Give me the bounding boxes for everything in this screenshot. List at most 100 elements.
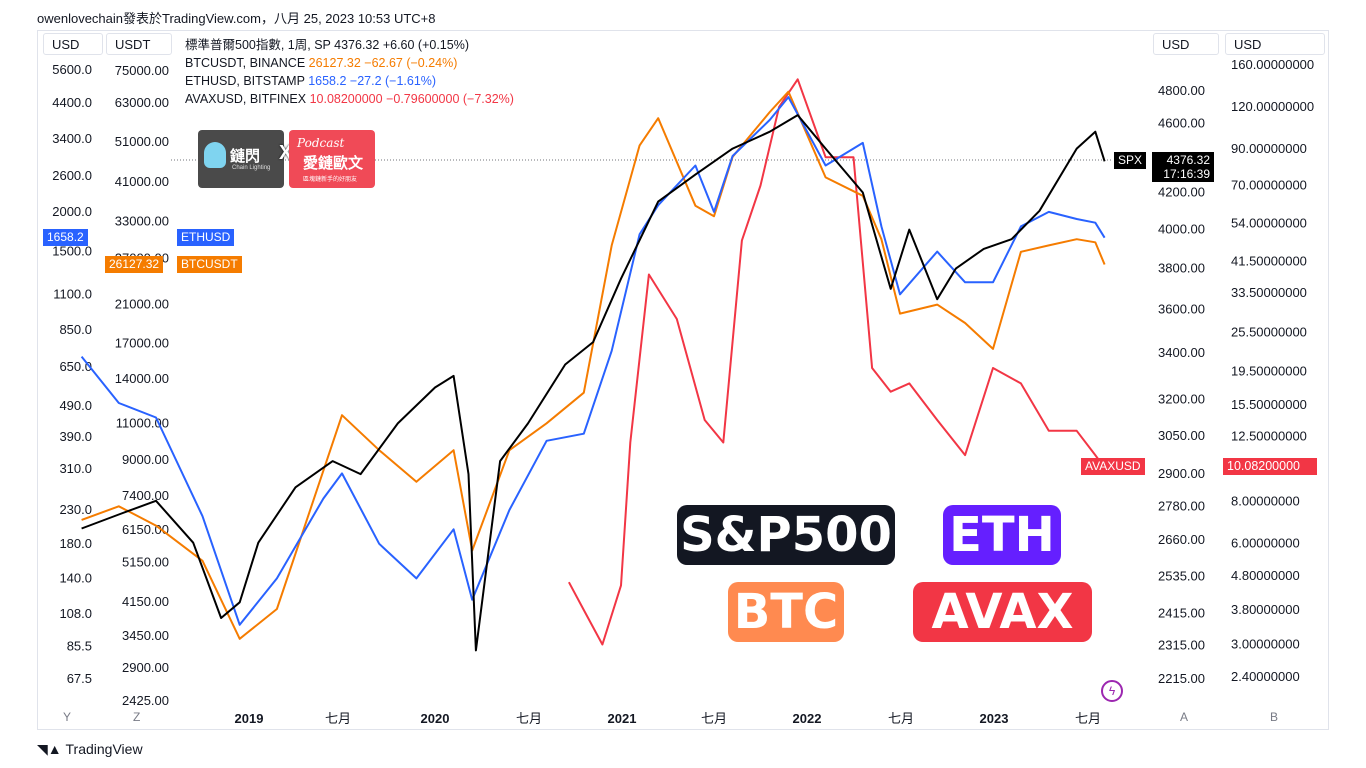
corner-z[interactable]: Z <box>133 710 141 724</box>
legend-value: 26127.32 <box>308 56 361 70</box>
series-line-avaxusd <box>568 78 1106 646</box>
legend-value: 1658.2 <box>308 74 347 88</box>
legend-spx[interactable]: 標準普爾500指數, 1周, SP 4376.32 +6.60 (+0.15%) <box>185 36 514 54</box>
avax-axis-tick: 3.80000000 <box>1231 602 1300 617</box>
corner-y[interactable]: Y <box>63 710 72 724</box>
brand-label: TradingView <box>65 741 143 757</box>
avax-axis-tick: 41.50000000 <box>1231 254 1307 269</box>
legend-name: BTCUSDT, BINANCE <box>185 56 306 70</box>
corner-b[interactable]: B <box>1270 710 1279 724</box>
legend-eth[interactable]: ETHUSD, BITSTAMP 1658.2 −27.2 (−1.61%) <box>185 72 514 90</box>
avax-axis-tick: 4.80000000 <box>1231 568 1300 583</box>
avax-axis-tick: 33.50000000 <box>1231 285 1307 300</box>
spx-axis-tick: 2660.00 <box>1158 532 1205 547</box>
avax-axis-tick: 3.00000000 <box>1231 636 1300 651</box>
eth-axis-tick: 310.0 <box>59 461 92 476</box>
avax-axis-tick: 54.00000000 <box>1231 215 1307 230</box>
avax-axis-tick: 15.50000000 <box>1231 397 1307 412</box>
avax-axis-tick: 12.50000000 <box>1231 429 1307 444</box>
badge-btc: BTC <box>728 582 844 642</box>
btc-axis-tick: 5150.00 <box>122 555 169 570</box>
eth-axis-tick: 5600.0 <box>52 62 92 77</box>
eth-axis-tick: 180.0 <box>59 536 92 551</box>
btc-axis-tick: 14000.00 <box>115 371 169 386</box>
eth-axis-tick: 390.0 <box>59 429 92 444</box>
spx-axis-tick: 2315.00 <box>1158 637 1205 652</box>
spx-price-value: 4376.32 <box>1166 153 1210 167</box>
eth-axis-tick: 4400.0 <box>52 95 92 110</box>
btc-axis-tick: 9000.00 <box>122 452 169 467</box>
badge-eth: ETH <box>943 505 1061 565</box>
avax-axis-tick: 25.50000000 <box>1231 325 1307 340</box>
spx-axis-tick: 4000.00 <box>1158 222 1205 237</box>
podcast-logo: Podcast 愛鏈歐文 區塊鏈新手的好朋友 <box>289 130 375 188</box>
avax-axis-tick: 8.00000000 <box>1231 494 1300 509</box>
eth-axis-tick: 85.5 <box>67 638 92 653</box>
legend-name: 標準普爾500指數, 1周, SP <box>185 38 331 52</box>
series-line-ethusd <box>80 96 1106 626</box>
legend-change: −62.67 (−0.24%) <box>364 56 458 70</box>
eth-axis-tick: 2600.0 <box>52 168 92 183</box>
btc-axis-tick: 41000.00 <box>115 174 169 189</box>
x-tick-label: 2023 <box>980 711 1009 726</box>
logo-podcast-text: Podcast <box>297 136 345 150</box>
btc-axis-tick: 17000.00 <box>115 335 169 350</box>
eth-axis-tick: 850.0 <box>59 322 92 337</box>
eth-axis-tick: 230.0 <box>59 502 92 517</box>
legend-change: −0.79600000 (−7.32%) <box>386 92 514 106</box>
eth-axis-tick: 1100.0 <box>53 286 92 301</box>
chart-frame[interactable]: 2019 七月 2020 七月 2021 七月 2022 七月 2023 七月 5600.0 4400… <box>37 30 1329 730</box>
legend: 標準普爾500指數, 1周, SP 4376.32 +6.60 (+0.15%)… <box>185 36 514 108</box>
logo-left-text: 鏈閃 <box>230 148 261 165</box>
legend-avax[interactable]: AVAXUSD, BITFINEX 10.08200000 −0.7960000… <box>185 90 514 108</box>
corner-a[interactable]: A <box>1180 710 1189 724</box>
spx-axis-tick: 3800.00 <box>1158 261 1205 276</box>
x-tick-label: 七月 <box>701 711 727 726</box>
eth-axis-tick: 67.5 <box>67 671 92 686</box>
spx-axis-tick: 4200.00 <box>1158 185 1205 200</box>
spx-axis-tick: 3050.00 <box>1158 428 1205 443</box>
eth-price-tag: 1658.2 <box>43 229 88 246</box>
x-tick-label: 七月 <box>1075 711 1101 726</box>
series-line-btcusdt <box>81 90 1106 640</box>
badge-sp500: S&P500 <box>677 505 895 565</box>
spx-name-tag: SPX <box>1114 152 1147 169</box>
series-line-標準普爾500指數 <box>81 114 1106 652</box>
logo-left-subtext: Chain Lighting <box>232 165 271 171</box>
chart-canvas[interactable]: 2019 七月 2020 七月 2021 七月 2022 七月 2023 七月 5600.0 4400… <box>38 31 1328 729</box>
btc-currency-pill[interactable]: USDT <box>106 33 172 55</box>
btc-axis-tick: 2900.00 <box>122 660 169 675</box>
btc-axis-tick: 7400.00 <box>122 488 169 503</box>
avax-price-tag: 10.08200000 <box>1223 458 1317 475</box>
spx-axis-tick: 2215.00 <box>1158 671 1205 686</box>
tradingview-brand[interactable]: ◥▲ TradingView <box>37 741 143 758</box>
legend-btc[interactable]: BTCUSDT, BINANCE 26127.32 −62.67 (−0.24%… <box>185 54 514 72</box>
btc-axis-tick: 2425.00 <box>122 693 169 708</box>
x-tick-label: 2021 <box>608 711 637 726</box>
eth-axis-tick: 1500.0 <box>52 244 92 259</box>
btc-price-tag: 26127.32 <box>105 256 164 273</box>
avax-axis-tick: 2.40000000 <box>1231 669 1300 684</box>
eth-currency-pill[interactable]: USD <box>43 33 103 55</box>
eth-axis-tick: 650.0 <box>59 359 92 374</box>
spx-currency-pill[interactable]: USD <box>1153 33 1219 55</box>
eth-axis-tick: 2000.0 <box>52 204 92 219</box>
btc-axis-tick: 3450.00 <box>122 628 169 643</box>
eth-name-tag: ETHUSD <box>177 229 235 246</box>
logo-right-subtext: 區塊鏈新手的好朋友 <box>303 177 358 183</box>
btc-axis-tick: 51000.00 <box>115 134 169 149</box>
x-tick-label: 七月 <box>325 711 351 726</box>
tradingview-logo-icon: ◥▲ <box>37 741 62 757</box>
avax-currency-pill[interactable]: USD <box>1225 33 1325 55</box>
avax-axis-tick: 6.00000000 <box>1231 535 1300 550</box>
x-tick-label: 2019 <box>235 711 264 726</box>
btc-name-tag: BTCUSDT <box>177 256 242 273</box>
lightning-icon[interactable]: ϟ <box>1101 680 1123 702</box>
spx-axis-tick: 4800.00 <box>1158 83 1205 98</box>
eth-axis-tick: 490.0 <box>59 398 92 413</box>
legend-name: AVAXUSD, BITFINEX <box>185 92 307 106</box>
avax-axis-tick: 160.00000000 <box>1231 57 1314 72</box>
spx-axis-tick: 3400.00 <box>1158 345 1205 360</box>
badge-avax: AVAX <box>913 582 1092 642</box>
avax-axis-tick: 19.50000000 <box>1231 364 1307 379</box>
